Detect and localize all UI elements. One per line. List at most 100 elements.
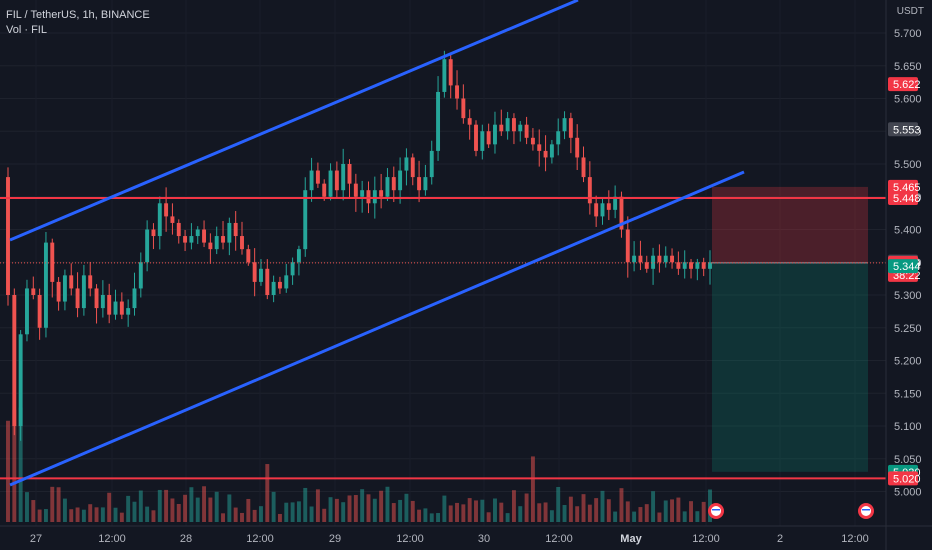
price-tick-label: 5.100 bbox=[894, 421, 922, 433]
volume-bar bbox=[613, 511, 618, 522]
volume-bar bbox=[31, 500, 36, 522]
time-tick-label: 12:00 bbox=[98, 533, 126, 545]
price-tick-label: 5.000 bbox=[894, 487, 922, 499]
event-icons[interactable] bbox=[708, 503, 874, 519]
volume-bar bbox=[625, 501, 630, 522]
candle-body bbox=[499, 124, 504, 132]
volume-bar bbox=[493, 498, 497, 522]
candle-body bbox=[632, 255, 637, 263]
candle-body bbox=[644, 262, 649, 269]
candle-body bbox=[423, 177, 428, 191]
price-badge-text: 5.622 bbox=[893, 79, 921, 91]
volume-bar bbox=[208, 497, 213, 522]
price-tick-label: 5.150 bbox=[894, 388, 922, 400]
candle-body bbox=[398, 170, 403, 191]
candle-body bbox=[417, 177, 422, 191]
volume-bar bbox=[309, 506, 314, 522]
candle-body bbox=[537, 144, 542, 151]
candle-body bbox=[94, 288, 99, 309]
candle-body bbox=[315, 170, 320, 184]
candle-body bbox=[594, 203, 599, 217]
candle-body bbox=[410, 157, 415, 178]
exchange-name: BINANCE bbox=[100, 9, 150, 21]
candle-body bbox=[113, 301, 118, 315]
stop-loss-zone bbox=[712, 186, 868, 263]
candle-body bbox=[341, 164, 346, 191]
time-tick-label: 27 bbox=[30, 533, 42, 545]
candle-body bbox=[259, 268, 263, 282]
candle-body bbox=[6, 177, 10, 295]
volume-row[interactable]: Vol · FIL bbox=[6, 23, 150, 38]
candle-body bbox=[50, 242, 55, 282]
volume-bar bbox=[505, 513, 510, 522]
candle-body bbox=[372, 190, 377, 204]
candle-body bbox=[170, 216, 175, 223]
candle-body bbox=[183, 236, 188, 243]
volume-bar bbox=[202, 486, 207, 522]
candle-body bbox=[56, 281, 61, 302]
price-badge-bg bbox=[888, 77, 918, 92]
volume-bar bbox=[417, 509, 422, 522]
candle-body bbox=[385, 177, 390, 197]
price-badge-text: 5.020 bbox=[893, 473, 921, 485]
price-badge-text: 5.553 bbox=[893, 124, 921, 136]
candle-body bbox=[100, 295, 105, 309]
volume-bars bbox=[6, 407, 712, 522]
candle-body bbox=[518, 124, 523, 132]
symbol-row[interactable]: FIL / TetherUS, 1h, BINANCE bbox=[6, 8, 150, 23]
candle-body bbox=[290, 262, 295, 276]
candle-body bbox=[379, 190, 384, 197]
volume-bar bbox=[410, 500, 415, 522]
candle-body bbox=[619, 196, 624, 230]
candle-body bbox=[309, 170, 314, 191]
candle-body bbox=[284, 275, 289, 289]
candle-body bbox=[296, 249, 301, 263]
volume-bar bbox=[18, 407, 23, 522]
price-tick-label: 5.700 bbox=[894, 28, 922, 40]
volume-bar bbox=[461, 504, 466, 522]
volume-bar bbox=[619, 488, 624, 522]
volume-bar bbox=[353, 495, 358, 522]
volume-bar bbox=[537, 503, 542, 522]
volume-bar bbox=[50, 486, 55, 522]
candle-body bbox=[600, 203, 605, 217]
price-badge-bg bbox=[888, 179, 918, 194]
candle-body bbox=[132, 288, 137, 309]
drawings[interactable] bbox=[0, 0, 886, 487]
volume-bar bbox=[100, 507, 105, 522]
price-badge-text: 5.448 bbox=[893, 193, 921, 205]
candle-body bbox=[328, 170, 333, 197]
candle-body bbox=[12, 295, 17, 426]
volume-bar bbox=[398, 499, 403, 522]
candle-body bbox=[695, 262, 700, 269]
candle-body bbox=[366, 190, 371, 204]
volume-bar bbox=[62, 498, 67, 522]
currency-label: USDT bbox=[896, 6, 924, 17]
volume-bar bbox=[391, 503, 396, 522]
time-tick-label: 30 bbox=[478, 533, 490, 545]
volume-bar bbox=[663, 500, 668, 522]
candle-body bbox=[581, 157, 586, 178]
time-tick-label: 28 bbox=[180, 533, 192, 545]
candle-body bbox=[429, 150, 434, 178]
volume-bar bbox=[151, 510, 156, 522]
candle-body bbox=[246, 249, 251, 263]
candle-body bbox=[252, 262, 257, 282]
volume-bar bbox=[12, 409, 17, 522]
volume-bar bbox=[429, 513, 434, 522]
time-axis[interactable]: 27 12:00 28 12:00 29 12:00 30 12:00 May 12:00 2 12:… bbox=[0, 525, 932, 545]
volume-bar bbox=[474, 500, 478, 522]
volume-bar bbox=[347, 495, 352, 522]
candle-body bbox=[682, 262, 687, 269]
candle-body bbox=[670, 255, 675, 263]
candle-body bbox=[353, 183, 358, 197]
candle-body bbox=[176, 222, 181, 237]
chart-legend[interactable]: FIL / TetherUS, 1h, BINANCE Vol · FIL bbox=[6, 8, 150, 38]
volume-bar bbox=[486, 512, 491, 522]
candle-body bbox=[25, 288, 29, 335]
volume-bar bbox=[119, 512, 124, 522]
volume-bar bbox=[132, 501, 137, 522]
flag-stripe bbox=[712, 509, 720, 511]
volume-bar bbox=[240, 512, 244, 522]
